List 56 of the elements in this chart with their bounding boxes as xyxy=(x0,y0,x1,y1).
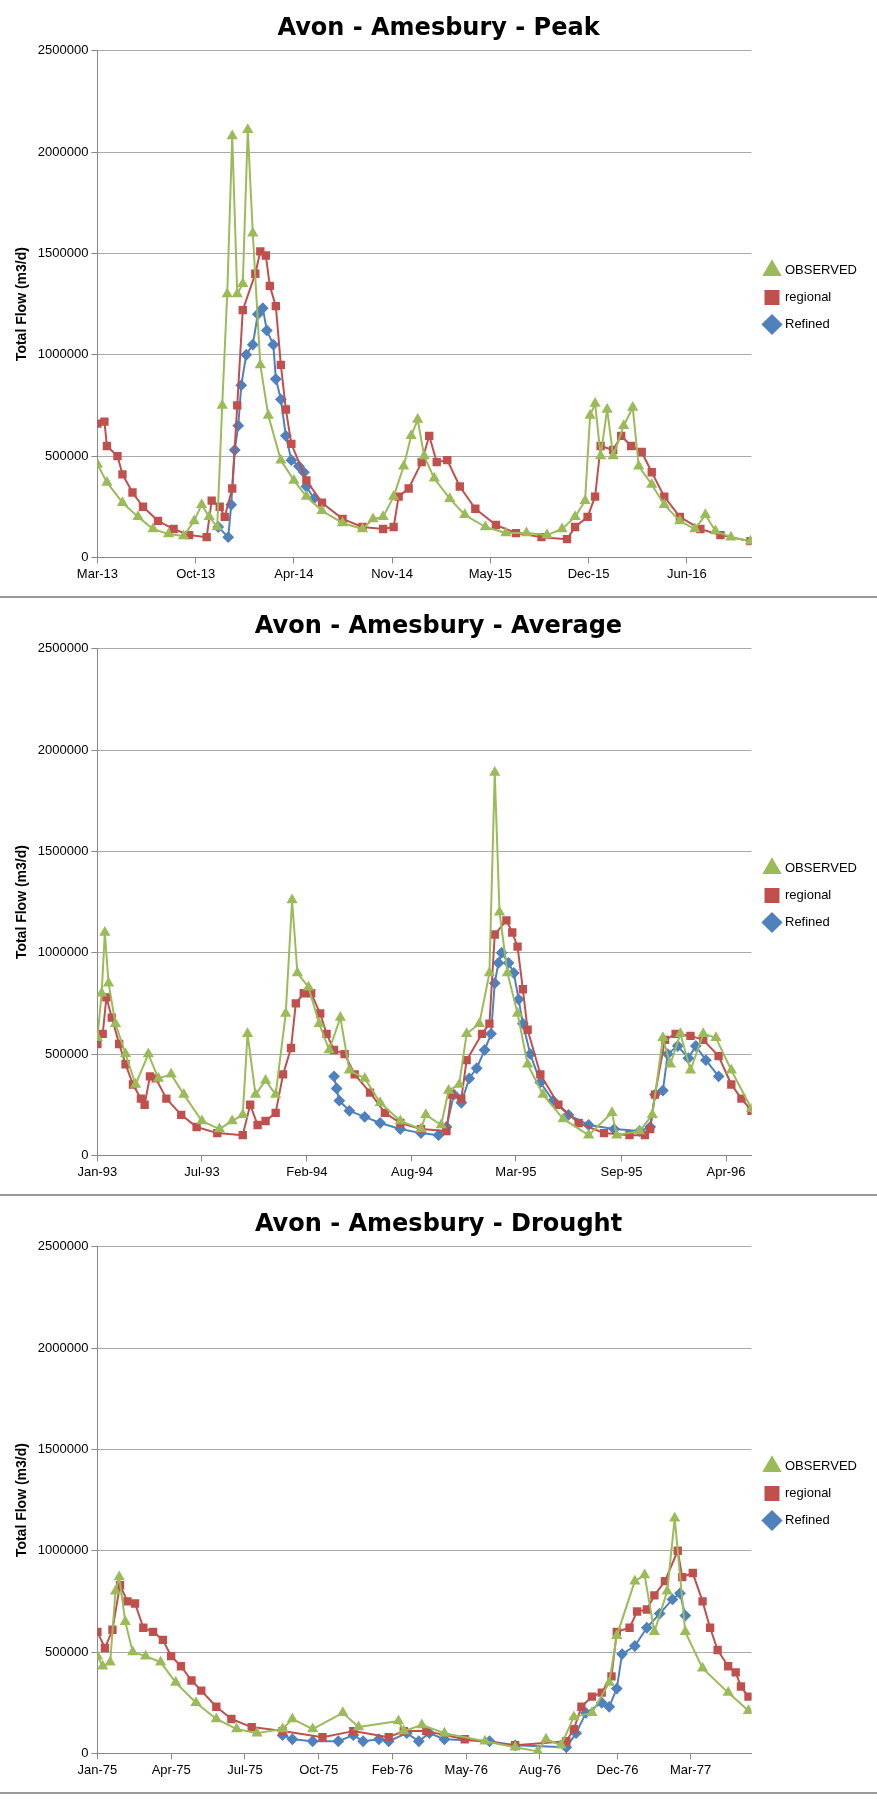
x-tick-label: Aug-94 xyxy=(391,1163,433,1179)
x-tick-label: Apr-75 xyxy=(151,1761,191,1777)
legend-label: regional xyxy=(784,1485,832,1501)
chart-title: Avon - Amesbury - Drought xyxy=(254,1208,623,1237)
x-tick-label: Sep-95 xyxy=(600,1163,643,1179)
y-tick-label: 500000 xyxy=(45,1643,89,1659)
y-tick-label: 1500000 xyxy=(37,843,89,859)
x-tick-label: Mar-77 xyxy=(669,1761,712,1777)
x-tick-label: Apr-96 xyxy=(706,1163,746,1179)
y-tick-label: 1000000 xyxy=(37,944,89,960)
x-tick-label: May-15 xyxy=(468,565,513,581)
chart-title: Avon - Amesbury - Peak xyxy=(277,12,601,41)
y-tick-label: 2500000 xyxy=(37,640,89,656)
x-tick-label: Jun-16 xyxy=(666,565,707,581)
y-tick-label: 1000000 xyxy=(37,1542,89,1558)
legend-label: regional xyxy=(784,887,832,903)
x-tick-label: Jan-93 xyxy=(77,1163,118,1179)
y-tick-label: 1500000 xyxy=(37,245,89,261)
y-tick-label: 2500000 xyxy=(37,42,89,58)
x-tick-label: Nov-14 xyxy=(371,565,414,581)
x-tick-label: Aug-76 xyxy=(519,1761,561,1777)
x-tick-label: Oct-75 xyxy=(299,1761,339,1777)
legend-label: OBSERVED xyxy=(784,262,858,278)
legend-label: Refined xyxy=(784,914,830,930)
y-tick-label: 2500000 xyxy=(37,1238,89,1254)
y-tick-label: 0 xyxy=(81,1744,89,1760)
x-tick-label: Mar-13 xyxy=(76,565,118,581)
chart-title: Avon - Amesbury - Average xyxy=(254,610,623,639)
legend-label: regional xyxy=(784,289,832,305)
y-tick-label: 2000000 xyxy=(37,1339,89,1355)
legend-label: Refined xyxy=(784,1512,830,1528)
y-axis-title: Total Flow (m3/d) xyxy=(13,247,30,362)
y-tick-label: 1000000 xyxy=(37,346,89,362)
x-tick-label: Mar-95 xyxy=(495,1163,537,1179)
y-tick-label: 1500000 xyxy=(37,1441,89,1457)
legend-label: OBSERVED xyxy=(784,860,858,876)
y-tick-label: 500000 xyxy=(45,1045,89,1061)
y-tick-label: 2000000 xyxy=(37,741,89,757)
x-tick-label: Feb-76 xyxy=(371,1761,414,1777)
legend-label: OBSERVED xyxy=(784,1458,858,1474)
y-tick-label: 500000 xyxy=(45,447,89,463)
y-tick-label: 0 xyxy=(81,1146,89,1162)
y-tick-label: 2000000 xyxy=(37,143,89,159)
x-tick-label: May-76 xyxy=(444,1761,488,1777)
x-tick-label: Jul-75 xyxy=(227,1761,263,1777)
x-tick-label: Jul-93 xyxy=(184,1163,220,1179)
x-tick-label: Oct-13 xyxy=(176,565,216,581)
x-tick-label: Dec-76 xyxy=(596,1761,639,1777)
y-tick-label: 0 xyxy=(81,548,89,564)
x-tick-label: Apr-14 xyxy=(274,565,314,581)
legend-label: Refined xyxy=(784,316,830,332)
y-axis-title: Total Flow (m3/d) xyxy=(13,845,30,960)
x-tick-label: Feb-94 xyxy=(286,1163,328,1179)
x-tick-label: Dec-15 xyxy=(567,565,610,581)
x-tick-label: Jan-75 xyxy=(77,1761,118,1777)
y-axis-title: Total Flow (m3/d) xyxy=(13,1443,30,1558)
